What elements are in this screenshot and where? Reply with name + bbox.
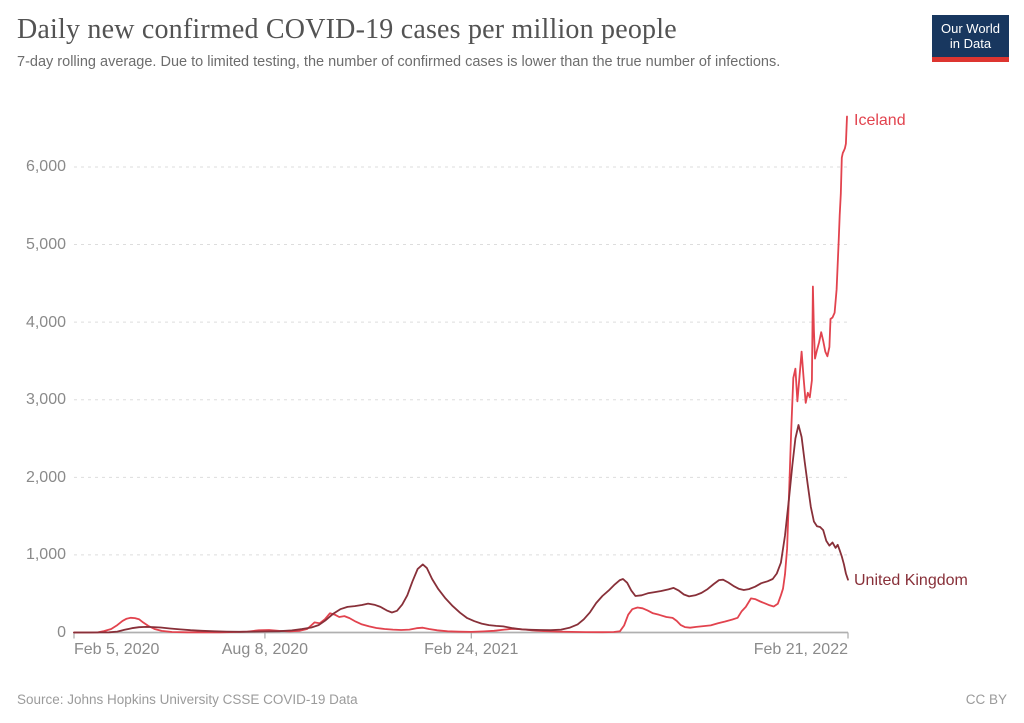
y-axis-tick-label: 5,000 (25, 236, 66, 254)
x-axis-tick-label: Feb 5, 2020 (74, 641, 160, 658)
chart-footer: Source: Johns Hopkins University CSSE CO… (0, 688, 1024, 723)
y-axis-tick-label: 1,000 (25, 546, 66, 564)
y-axis-tick-label: 4,000 (25, 313, 66, 331)
x-axis-tick-label: Feb 24, 2021 (424, 641, 519, 658)
y-axis-tick-label: 2,000 (25, 468, 66, 486)
x-axis-tick-label: Aug 8, 2020 (221, 641, 309, 658)
owid-logo-line1: Our World (941, 21, 1000, 36)
owid-logo: Our World in Data (932, 15, 1009, 62)
y-axis-tick-label: 6,000 (25, 158, 66, 176)
y-axis-tick-label: 0 (57, 624, 66, 641)
series-label-united-kingdom: United Kingdom (854, 571, 968, 589)
source-note: Source: Johns Hopkins University CSSE CO… (17, 692, 358, 707)
x-axis-tick-label: Feb 21, 2022 (753, 641, 848, 658)
chart-subtitle: 7-day rolling average. Due to limited te… (17, 54, 781, 70)
license-note: CC BY (965, 692, 1007, 707)
chart-title: Daily new confirmed COVID-19 cases per m… (17, 14, 677, 45)
y-axis-tick-label: 3,000 (25, 391, 66, 409)
series-label-iceland: Iceland (854, 111, 906, 129)
owid-logo-line2: in Data (949, 36, 992, 51)
united-kingdom-line (73, 424, 849, 634)
